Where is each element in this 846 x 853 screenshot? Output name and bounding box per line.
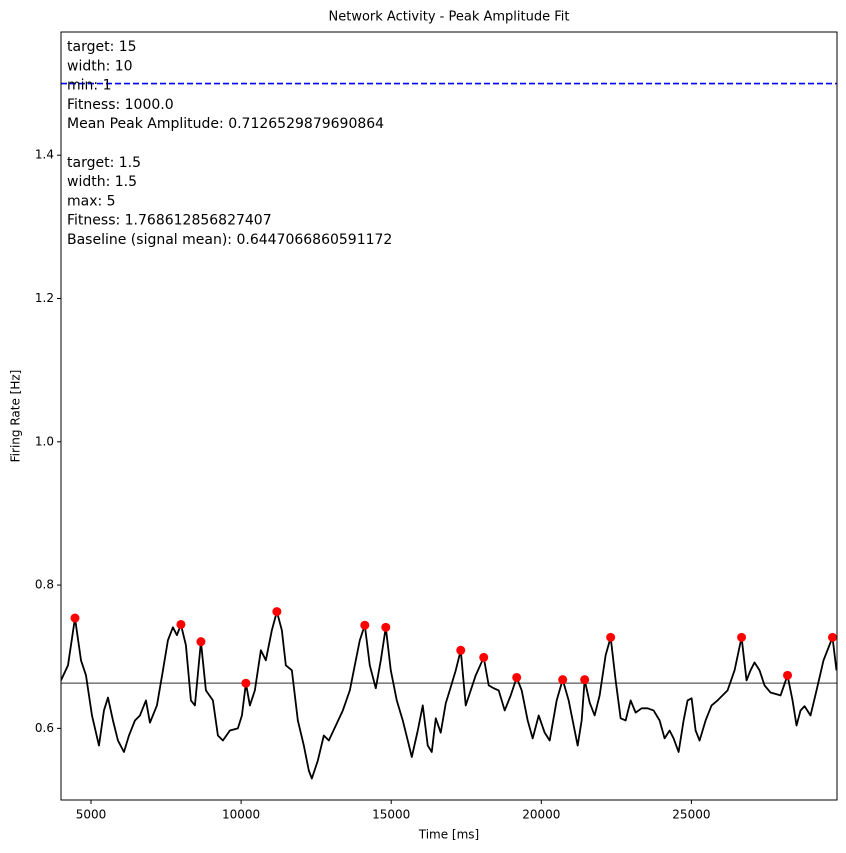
peak-marker [580, 675, 590, 685]
plot-frame [60, 31, 838, 801]
annotation-line: target: 1.5 [67, 155, 141, 171]
annotation-line: width: 1.5 [67, 174, 137, 190]
annotation-line: Fitness: 1.768612856827407 [67, 213, 272, 229]
annotation-line: Fitness: 1000.0 [67, 97, 174, 113]
y-tick-label: 0.6 [35, 721, 54, 735]
y-tick-label: 0.8 [35, 578, 54, 592]
peak-marker [512, 672, 522, 682]
peak-marker [456, 645, 466, 655]
annotation-line: width: 10 [67, 58, 133, 74]
peak-marker [783, 670, 793, 680]
annotation-line: Mean Peak Amplitude: 0.7126529879690864 [67, 116, 384, 132]
plot-area [61, 82, 837, 780]
x-tick-label: 5000 [76, 808, 107, 822]
peak-marker [737, 632, 747, 642]
signal-line [61, 610, 837, 780]
peak-marker [827, 632, 837, 642]
y-tick-label: 1.4 [35, 148, 54, 162]
peak-marker [272, 607, 282, 617]
peak-marker [381, 622, 391, 632]
annotation-line: max: 5 [67, 193, 116, 209]
annotation-line: target: 15 [67, 39, 137, 55]
x-axis-label: Time [ms] [418, 828, 480, 842]
chart-title: Network Activity - Peak Amplitude Fit [329, 10, 570, 25]
peak-marker [70, 613, 80, 623]
peak-marker [606, 632, 616, 642]
x-tick-label: 15000 [372, 808, 410, 822]
peak-marker [241, 678, 251, 688]
peak-marker [558, 675, 568, 685]
x-tick-label: 10000 [222, 808, 260, 822]
x-tick-label: 25000 [672, 808, 710, 822]
peak-marker [479, 652, 489, 662]
annotation-line: min: 1 [67, 78, 111, 94]
y-tick-label: 1.2 [35, 291, 54, 305]
annotation-line: Baseline (signal mean): 0.64470668605911… [67, 232, 392, 248]
y-tick-label: 1.0 [35, 434, 54, 448]
x-tick-label: 20000 [522, 808, 560, 822]
peak-marker [360, 620, 370, 630]
y-axis-label: Firing Rate [Hz] [9, 370, 23, 463]
peak-marker [196, 637, 206, 647]
peak-marker [176, 619, 186, 629]
